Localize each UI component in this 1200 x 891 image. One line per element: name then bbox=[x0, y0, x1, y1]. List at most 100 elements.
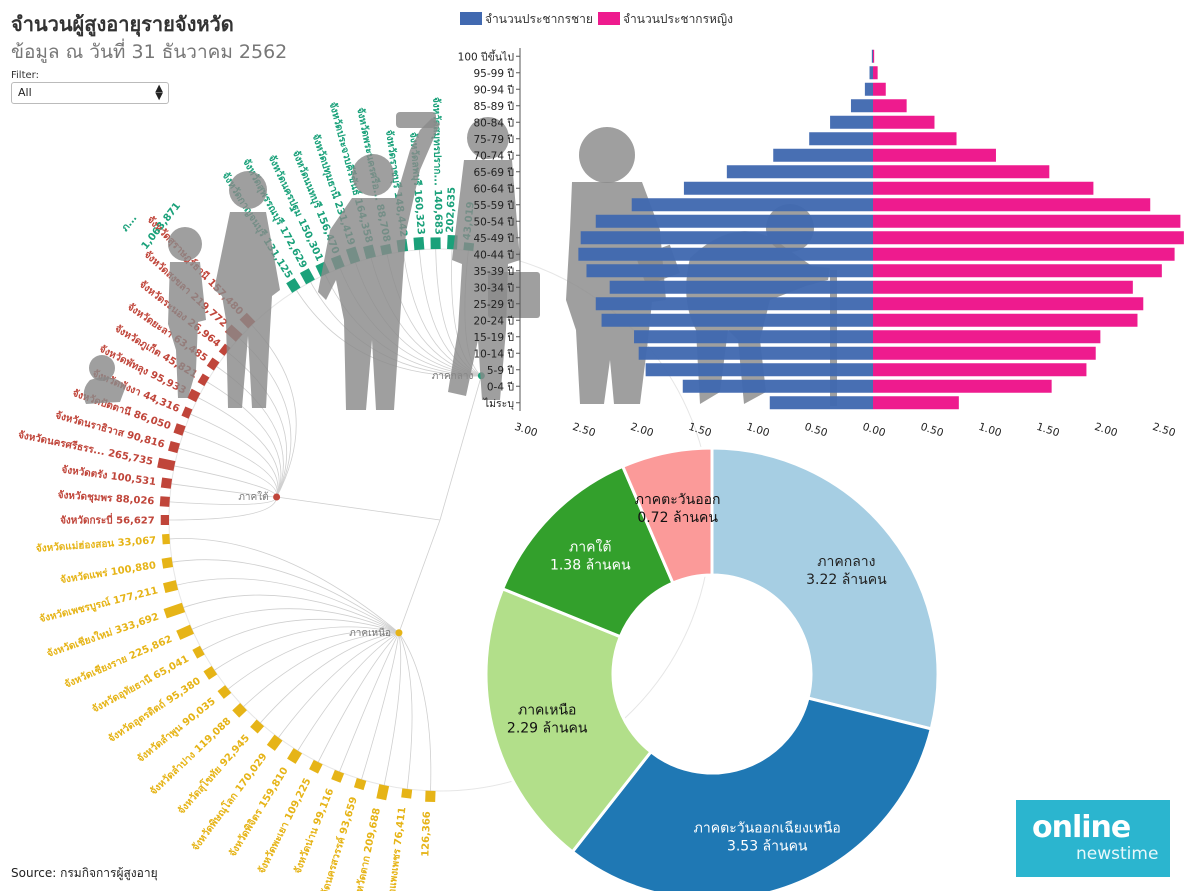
tree-link bbox=[182, 429, 278, 498]
tree-link bbox=[398, 632, 432, 793]
pyramid-category-label: 35-39 ปี bbox=[473, 265, 514, 278]
tree-leaf-bar bbox=[232, 703, 247, 718]
legend-female: จำนวนประชากรหญิง bbox=[598, 10, 733, 29]
tree-region-label: ภาคเหนือ bbox=[349, 627, 391, 639]
tree-link bbox=[226, 630, 400, 691]
tree-leaf-bar bbox=[187, 388, 201, 403]
donut-slice-value: 1.38 ล้านคน bbox=[550, 558, 631, 574]
pyramid-bar-female bbox=[873, 132, 957, 146]
tree-leaf-bar bbox=[162, 533, 171, 545]
tree-leaf-label-central: 202,635 bbox=[445, 187, 458, 233]
donut-slice-label: ภาคเหนือ bbox=[518, 703, 576, 719]
pyramid-category-label: 85-89 ปี bbox=[473, 100, 514, 113]
tree-link bbox=[316, 632, 400, 765]
donut-slice-value: 3.22 ล้านคน bbox=[806, 572, 887, 588]
pyramid-bar-female bbox=[873, 165, 1050, 179]
tree-link bbox=[176, 447, 278, 498]
tree-link bbox=[451, 247, 482, 377]
page-title: จำนวนผู้สูงอายุรายจังหวัด bbox=[11, 12, 234, 36]
tree-link bbox=[360, 632, 400, 782]
tree-leaf-label-south: จังหวัดกระบี่ 56,627 bbox=[60, 513, 155, 527]
tree-leaf-bar bbox=[376, 784, 390, 801]
select-arrows-icon: ▲ ▼ bbox=[155, 83, 163, 102]
pyramid-bar-female bbox=[873, 280, 1133, 294]
pyramid-bar-female bbox=[873, 264, 1162, 278]
pyramid-category-label: 80-84 ปี bbox=[473, 116, 514, 129]
tree-leaf-bar bbox=[266, 734, 283, 751]
pyramid-bar-female bbox=[873, 363, 1087, 377]
tree-leaf-bar bbox=[287, 748, 303, 764]
tree-leaf-bar bbox=[181, 406, 193, 419]
logo-text-online: online bbox=[1032, 810, 1131, 845]
tree-leaf-bar bbox=[353, 777, 367, 791]
pyramid-bar-male bbox=[871, 49, 873, 63]
donut-slice bbox=[710, 446, 940, 731]
pyramid-bar-male bbox=[830, 115, 873, 129]
pyramid-bar-female bbox=[873, 82, 886, 96]
tree-leaf-bar bbox=[331, 769, 345, 783]
tree-leaf-label-north: 126,366 bbox=[420, 811, 433, 857]
tree-link bbox=[276, 632, 400, 740]
tree-link bbox=[174, 578, 400, 634]
tree-leaf-bar bbox=[161, 557, 174, 569]
tree-link bbox=[188, 412, 279, 498]
tree-leaf-bar bbox=[413, 237, 425, 251]
tree-link bbox=[296, 632, 400, 753]
tree-link bbox=[196, 396, 280, 498]
tree-leaf-bar bbox=[309, 759, 323, 774]
pyramid-category-label: 40-44 ปี bbox=[473, 248, 514, 261]
pyramid-bar-female bbox=[873, 148, 996, 162]
tree-leaf-bar bbox=[203, 665, 218, 680]
pyramid-bar-male bbox=[683, 181, 873, 195]
pyramid-bar-female bbox=[873, 198, 1151, 212]
pyramid-bar-female bbox=[873, 330, 1101, 344]
tree-leaf-bar bbox=[157, 457, 176, 471]
pyramid-category-label: 55-59 ปี bbox=[473, 199, 514, 212]
pyramid-bar-male bbox=[864, 82, 873, 96]
pyramid-bar-female bbox=[873, 66, 878, 80]
adult-photographer-silhouette-icon bbox=[318, 112, 440, 410]
tree-leaf-bar bbox=[250, 719, 265, 734]
donut-slice-value: 3.53 ล้านคน bbox=[727, 838, 808, 854]
logo-text-newstime: newstime bbox=[1076, 844, 1159, 864]
pyramid-category-label: 45-49 ปี bbox=[473, 232, 514, 245]
tree-leaf-bar bbox=[160, 477, 173, 489]
tree-link bbox=[435, 247, 482, 377]
pyramid-bar-male bbox=[634, 330, 873, 344]
tree-leaf-bar bbox=[299, 268, 315, 285]
tree-link bbox=[170, 559, 400, 634]
pyramid-category-label: 70-74 ปี bbox=[473, 149, 514, 162]
tree-link bbox=[181, 594, 400, 634]
online-newstime-logo: online newstime bbox=[1016, 800, 1170, 877]
tree-region-node bbox=[395, 629, 403, 637]
legend-male-label: จำนวนประชากรชาย bbox=[485, 12, 593, 26]
pyramid-bar-male bbox=[809, 132, 873, 146]
tree-link bbox=[398, 632, 413, 792]
donut-slice bbox=[500, 464, 675, 639]
pyramid-category-label: 10-14 ปี bbox=[473, 347, 514, 360]
tree-link bbox=[241, 632, 399, 709]
donut-slice-value: 2.29 ล้านคน bbox=[507, 721, 588, 737]
tree-link bbox=[258, 632, 400, 725]
pyramid-bar-female bbox=[873, 396, 959, 410]
pyramid-bar-male bbox=[578, 247, 873, 261]
tree-link bbox=[398, 519, 441, 633]
pyramid-bar-female bbox=[873, 181, 1094, 195]
pyramid-bar-female bbox=[873, 231, 1184, 245]
tree-leaf-bar bbox=[430, 237, 441, 250]
tree-link bbox=[294, 288, 482, 377]
pyramid-bar-male bbox=[595, 214, 873, 228]
pyramid-bar-male bbox=[682, 379, 873, 393]
source-note: Source: กรมกิจการผู้สูงอายุ bbox=[11, 866, 158, 880]
filter-select[interactable]: All ▲ ▼ bbox=[11, 82, 169, 104]
pyramid-bar-male bbox=[580, 231, 873, 245]
tree-link bbox=[204, 380, 282, 498]
pyramid-bar-male bbox=[595, 297, 873, 311]
pyramid-bar-female bbox=[873, 313, 1138, 327]
pyramid-category-label: 95-99 ปี bbox=[473, 67, 514, 80]
tree-link bbox=[383, 632, 402, 788]
teen-silhouette-icon bbox=[214, 171, 280, 408]
tree-link bbox=[200, 618, 400, 652]
pyramid-bar-male bbox=[631, 198, 873, 212]
